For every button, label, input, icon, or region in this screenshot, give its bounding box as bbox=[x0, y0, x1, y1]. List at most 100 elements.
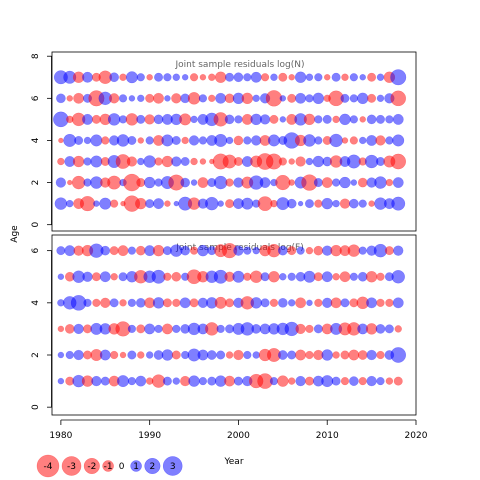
residual-bubble bbox=[100, 245, 111, 256]
residual-bubble bbox=[136, 324, 146, 334]
residual-bubble bbox=[270, 73, 278, 81]
residual-bubble bbox=[64, 245, 76, 257]
bubbles-log-f bbox=[56, 243, 407, 389]
residual-bubble bbox=[260, 272, 270, 282]
residual-bubble bbox=[358, 376, 367, 386]
residual-bubble bbox=[288, 179, 295, 186]
residual-bubble bbox=[294, 71, 307, 83]
residual-bubble bbox=[288, 158, 295, 165]
residual-bubble bbox=[313, 272, 323, 282]
residual-bubble bbox=[385, 377, 394, 385]
residual-bubble bbox=[265, 90, 283, 107]
residual-bubble bbox=[214, 71, 227, 83]
residual-bubble bbox=[172, 73, 180, 81]
residual-bubble bbox=[288, 299, 296, 307]
residual-bubble bbox=[92, 298, 101, 307]
residual-bubble bbox=[109, 93, 120, 104]
residual-bubble bbox=[384, 324, 394, 334]
residual-bubble bbox=[93, 200, 100, 207]
residual-bubble bbox=[392, 113, 404, 125]
residual-bubble bbox=[100, 297, 111, 308]
residual-bubble bbox=[331, 72, 341, 82]
residual-bubble bbox=[189, 73, 199, 82]
residual-bubble bbox=[349, 376, 359, 386]
residual-bubble bbox=[243, 350, 252, 360]
residual-bubble bbox=[339, 176, 351, 189]
residual-bubble bbox=[199, 158, 207, 165]
residual-bubble bbox=[348, 349, 360, 361]
residual-bubble bbox=[91, 375, 102, 387]
residual-bubble bbox=[57, 351, 65, 359]
residual-bubble bbox=[164, 200, 171, 207]
residual-bubble bbox=[295, 92, 307, 104]
residual-bubble bbox=[332, 178, 341, 187]
residual-bubble bbox=[109, 72, 119, 83]
residual-bubble bbox=[287, 350, 297, 360]
residual-bubble bbox=[99, 271, 111, 283]
residual-bubble bbox=[127, 376, 136, 386]
residual-bubble bbox=[152, 244, 165, 257]
residual-bubble bbox=[321, 375, 334, 388]
residual-bubble bbox=[391, 196, 406, 211]
residual-bubble bbox=[197, 244, 209, 257]
residual-bubble bbox=[198, 376, 208, 386]
residual-bubble bbox=[162, 376, 172, 386]
residual-bubble bbox=[260, 298, 270, 308]
residual-bubble bbox=[190, 157, 198, 166]
residual-bubble bbox=[392, 134, 405, 147]
residual-bubble bbox=[153, 198, 164, 210]
residual-bubble bbox=[216, 324, 225, 333]
residual-bubble bbox=[241, 197, 254, 210]
residual-bubble bbox=[66, 95, 73, 102]
residual-bubble bbox=[358, 199, 367, 208]
residual-bubble bbox=[296, 246, 305, 255]
residual-bubble bbox=[243, 246, 252, 255]
residual-bubble bbox=[137, 137, 144, 144]
residual-bubble bbox=[55, 177, 66, 188]
residual-bubble bbox=[305, 350, 314, 360]
residual-bubble bbox=[252, 351, 260, 359]
residual-bubble bbox=[367, 93, 377, 103]
residual-bubble bbox=[198, 94, 208, 103]
residual-bubble bbox=[358, 246, 367, 255]
residual-bubble bbox=[208, 73, 216, 81]
residual-bubble bbox=[57, 325, 65, 333]
residual-bubble bbox=[331, 376, 341, 386]
legend-bubble bbox=[130, 460, 142, 472]
residual-bubble bbox=[243, 136, 252, 145]
residual-bubble bbox=[269, 114, 279, 124]
residual-bubble bbox=[385, 178, 394, 187]
y-tick-label: 2 bbox=[31, 180, 41, 186]
bubbles-log-n bbox=[53, 69, 407, 212]
residual-bubble bbox=[128, 95, 136, 102]
legend-label: -2 bbox=[87, 462, 96, 472]
residual-bubble bbox=[154, 324, 163, 333]
residual-bubble bbox=[151, 269, 166, 284]
residual-bubble bbox=[143, 176, 156, 189]
residual-bubble bbox=[152, 297, 165, 309]
y-tick-label: 6 bbox=[31, 95, 41, 101]
residual-bubble bbox=[367, 72, 377, 82]
residual-bubble bbox=[252, 94, 260, 103]
residual-bubble bbox=[171, 156, 182, 167]
residual-bubble bbox=[306, 299, 313, 307]
residual-bubble bbox=[83, 298, 92, 307]
residual-bubble bbox=[278, 350, 288, 360]
residual-bubble bbox=[376, 350, 385, 360]
residual-bubble bbox=[109, 246, 119, 256]
residual-bubble bbox=[278, 157, 287, 166]
residual-bubble bbox=[213, 175, 228, 190]
residual-bubble bbox=[251, 324, 262, 334]
residual-bubble bbox=[321, 177, 333, 188]
residual-bubble bbox=[180, 245, 190, 256]
residual-bubble bbox=[154, 72, 163, 82]
residual-bubble bbox=[340, 376, 350, 386]
residual-bubble bbox=[332, 351, 340, 359]
residual-bubble bbox=[199, 74, 207, 81]
residual-bubble bbox=[91, 114, 101, 124]
residual-bubble bbox=[215, 92, 227, 104]
residual-bubble bbox=[67, 179, 73, 186]
residual-bubble bbox=[233, 376, 243, 386]
residual-bubble bbox=[137, 94, 145, 103]
x-tick-label: 1980 bbox=[49, 431, 72, 441]
